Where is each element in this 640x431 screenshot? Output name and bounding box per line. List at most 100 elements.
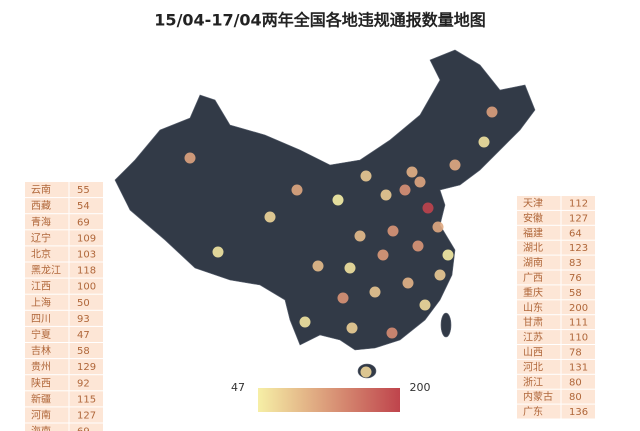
region-marker (442, 249, 454, 261)
table-row (25, 375, 103, 391)
region-value: 93 (77, 314, 90, 325)
region-name: 云南 (31, 183, 51, 196)
visual-map-bar (258, 388, 400, 412)
region-name: 黑龙江 (31, 264, 61, 277)
region-value: 80 (569, 377, 582, 388)
region-marker (360, 170, 372, 182)
region-name: 湖南 (523, 256, 543, 269)
table-row (517, 196, 595, 210)
region-marker (212, 246, 224, 258)
region-name: 福建 (523, 226, 543, 239)
region-value: 115 (77, 394, 96, 405)
region-value: 129 (77, 362, 96, 373)
region-marker (399, 184, 411, 196)
table-row (25, 326, 103, 342)
region-value: 103 (77, 249, 96, 260)
table-row (517, 255, 595, 270)
visual-map-min: 47 (231, 381, 245, 394)
region-value: 80 (569, 392, 582, 403)
region-value: 112 (569, 198, 588, 209)
region-marker (486, 106, 498, 118)
region-value: 64 (569, 228, 582, 239)
region-marker (422, 202, 434, 214)
region-name: 上海 (31, 296, 51, 309)
table-row (517, 345, 595, 359)
region-marker (360, 366, 372, 378)
table-row (25, 407, 103, 423)
region-marker (184, 152, 196, 164)
region-name: 吉林 (31, 344, 51, 357)
region-name: 北京 (31, 247, 51, 260)
region-name: 甘肃 (523, 316, 543, 329)
region-value: 118 (77, 266, 96, 277)
table-row (517, 374, 595, 389)
region-name: 天津 (523, 197, 543, 209)
region-value: 83 (569, 258, 582, 269)
table-row (517, 210, 595, 225)
region-value: 200 (569, 303, 588, 314)
region-value: 127 (569, 213, 588, 224)
table-row (25, 262, 103, 278)
region-name: 湖北 (523, 242, 543, 254)
region-marker (346, 322, 358, 334)
region-value: 123 (569, 243, 588, 254)
region-marker (419, 299, 431, 311)
region-value: 111 (569, 318, 588, 329)
region-marker (299, 316, 311, 328)
table-row (25, 182, 103, 198)
region-name: 广东 (523, 405, 543, 418)
region-value: 58 (569, 288, 582, 299)
table-row (25, 310, 103, 326)
region-name: 浙江 (523, 376, 543, 388)
visual-map-max: 200 (410, 381, 431, 394)
region-value: 78 (569, 347, 582, 358)
region-value: 100 (77, 282, 96, 293)
region-marker (414, 176, 426, 188)
region-marker (380, 189, 392, 201)
region-marker (402, 277, 414, 289)
region-name: 海南 (31, 425, 51, 431)
island (440, 312, 452, 338)
region-marker (478, 136, 490, 148)
region-marker (264, 211, 276, 223)
region-name: 陕西 (31, 376, 51, 389)
region-name: 内蒙古 (523, 390, 553, 403)
table-row (25, 343, 103, 359)
region-marker (434, 269, 446, 281)
region-marker (387, 225, 399, 237)
table-row (25, 278, 103, 294)
region-marker (354, 230, 366, 242)
region-name: 江西 (31, 281, 51, 293)
region-value: 136 (569, 407, 588, 418)
region-name: 山西 (523, 346, 543, 358)
region-value: 50 (77, 298, 90, 309)
map (114, 49, 536, 379)
region-name: 青海 (31, 215, 51, 228)
table-row (517, 404, 595, 419)
region-value: 69 (77, 427, 90, 431)
region-name: 四川 (31, 314, 51, 325)
region-value: 109 (77, 233, 96, 244)
region-marker (449, 159, 461, 171)
table-row (25, 294, 103, 310)
table-row (517, 300, 595, 315)
region-value: 127 (77, 410, 96, 421)
table-row (25, 359, 103, 375)
table-row (25, 246, 103, 262)
region-marker (377, 249, 389, 261)
region-value: 58 (77, 346, 90, 357)
region-value: 131 (569, 362, 588, 373)
table-row (25, 391, 103, 407)
region-name: 江苏 (523, 331, 543, 344)
table-row (517, 389, 595, 404)
region-name: 重庆 (523, 286, 543, 299)
table-row (517, 270, 595, 285)
table-row (517, 285, 595, 300)
table-row (517, 240, 595, 255)
region-value: 69 (77, 217, 90, 228)
table-row (517, 225, 595, 240)
country-outline (114, 49, 536, 351)
region-name: 贵州 (31, 360, 51, 373)
region-name: 河南 (31, 408, 51, 421)
